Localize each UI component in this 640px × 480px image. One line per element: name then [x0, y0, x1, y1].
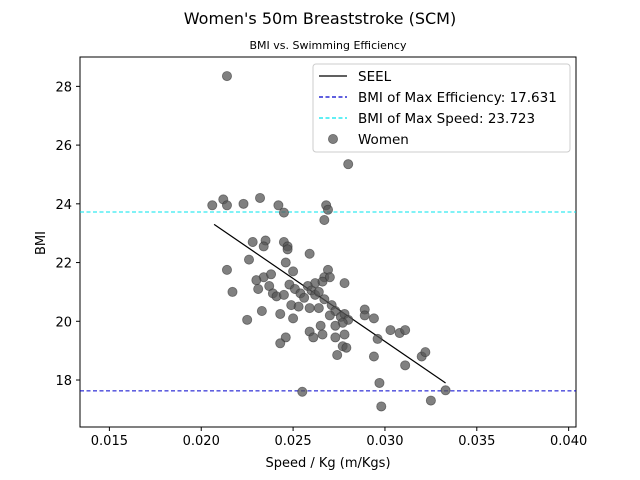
data-point — [238, 198, 249, 209]
legend: SEEL BMI of Max Efficiency: 17.631 BMI of … — [312, 63, 571, 153]
data-point — [304, 248, 315, 259]
data-point — [280, 257, 291, 268]
data-point — [207, 200, 218, 211]
data-point — [332, 350, 343, 361]
data-point — [221, 200, 232, 211]
data-point — [374, 377, 385, 388]
legend-label: BMI of Max Speed: 23.723 — [358, 111, 535, 127]
data-point — [339, 329, 350, 340]
legend-label: Women — [358, 132, 409, 148]
data-point — [288, 313, 299, 324]
data-point — [330, 320, 341, 331]
data-point — [330, 332, 341, 343]
data-point — [339, 278, 350, 289]
data-point — [324, 310, 335, 321]
data-point — [297, 386, 308, 397]
data-point — [368, 351, 379, 362]
x-tick-label: 0.020 — [183, 434, 220, 449]
legend-marker — [327, 133, 338, 144]
data-point — [278, 289, 289, 300]
data-point — [266, 269, 277, 280]
data-point — [293, 301, 304, 312]
x-axis-label: Speed / Kg (m/Kgs) — [265, 456, 390, 471]
data-point — [385, 325, 396, 336]
data-point — [288, 266, 299, 277]
chart-subtitle: BMI vs. Swimming Efficiency — [250, 39, 407, 52]
data-point — [221, 264, 232, 275]
data-point — [258, 241, 269, 252]
data-point — [420, 347, 431, 358]
data-point — [372, 333, 383, 344]
axes-frame — [79, 56, 577, 428]
data-point — [282, 244, 293, 255]
data-point — [278, 207, 289, 218]
data-point — [440, 385, 451, 396]
x-tick-label: 0.040 — [550, 434, 587, 449]
x-tick-label: 0.035 — [458, 434, 495, 449]
legend-label: BMI of Max Efficiency: 17.631 — [358, 90, 557, 106]
data-point — [227, 286, 238, 297]
data-point — [317, 276, 328, 287]
data-point — [273, 200, 284, 211]
data-point — [253, 283, 264, 294]
data-point — [324, 272, 335, 283]
y-tick-label: 18 — [55, 374, 72, 389]
data-point — [255, 192, 266, 203]
data-point — [313, 286, 324, 297]
data-point — [251, 275, 262, 286]
data-point — [376, 401, 387, 412]
y-axis-label: BMI — [34, 231, 49, 255]
data-point — [425, 395, 436, 406]
y-tick-label: 24 — [55, 198, 72, 213]
plot-area: 0.015 0.020 0.025 0.030 0.035 0.040 18 20 22 24 26… — [55, 56, 587, 449]
data-point — [319, 214, 330, 225]
x-tick-label: 0.025 — [274, 434, 311, 449]
data-point — [299, 292, 310, 303]
data-point — [400, 325, 411, 336]
data-point — [343, 159, 354, 170]
x-tick-label: 0.015 — [91, 434, 128, 449]
data-point — [400, 360, 411, 371]
data-point — [247, 236, 258, 247]
data-point — [256, 306, 267, 317]
data-point — [319, 294, 330, 305]
data-point — [304, 303, 315, 314]
legend-label: SEEL — [358, 69, 392, 85]
y-tick-label: 22 — [55, 257, 72, 272]
data-point — [242, 314, 253, 325]
data-point — [368, 313, 379, 324]
data-point — [275, 338, 286, 349]
y-tick-label: 26 — [55, 139, 72, 154]
data-point — [359, 310, 370, 321]
data-point — [341, 342, 352, 353]
data-point — [315, 320, 326, 331]
data-point — [221, 71, 232, 82]
data-point — [275, 308, 286, 319]
data-point — [322, 204, 333, 215]
y-tick-label: 20 — [55, 315, 72, 330]
data-point — [308, 332, 319, 343]
legend-box — [312, 63, 571, 153]
data-point — [244, 254, 255, 265]
x-tick-label: 0.030 — [366, 434, 403, 449]
data-point — [317, 329, 328, 340]
data-point — [313, 303, 324, 314]
y-tick-label: 28 — [55, 80, 72, 95]
chart-title: Women's 50m Breaststroke (SCM) — [184, 9, 456, 28]
